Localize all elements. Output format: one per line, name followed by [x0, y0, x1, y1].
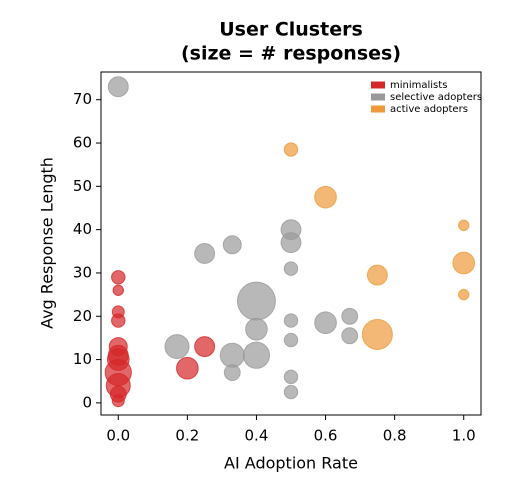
bubble [283, 142, 299, 157]
bubble [223, 364, 241, 381]
bubble [219, 342, 245, 368]
bubble [283, 261, 299, 276]
bubble [361, 318, 393, 350]
bubble [111, 394, 125, 408]
plot-frame [100, 71, 482, 416]
bubble [236, 281, 276, 321]
chart-subtitle: (size = # responses) [181, 43, 401, 65]
legend-swatch [371, 81, 385, 89]
bubble [366, 264, 388, 286]
bubble [176, 356, 199, 380]
bubble [314, 311, 337, 335]
bubble [283, 369, 299, 385]
x-tick-label: 0.2 [175, 427, 199, 445]
y-tick-label: 0 [82, 393, 92, 411]
x-tick-label: 0.8 [383, 427, 407, 445]
legend-swatch [371, 93, 385, 101]
bubble [242, 341, 271, 369]
legend-label: minimalists [390, 80, 447, 91]
bubble [314, 185, 337, 209]
x-axis-label: AI Adoption Rate [224, 454, 358, 473]
y-tick-label: 60 [73, 134, 92, 152]
bubble [111, 313, 126, 328]
bubble [112, 284, 124, 296]
bubble [194, 336, 216, 358]
legend-label: active adopters [390, 104, 468, 115]
bubble [194, 243, 216, 264]
bubble [283, 313, 299, 328]
x-tick-label: 1.0 [452, 427, 476, 445]
legend-label: selective adopters [390, 92, 482, 103]
y-tick-label: 50 [73, 177, 92, 195]
chart-title: User Clusters [219, 19, 363, 41]
legend-swatch [371, 105, 385, 113]
bubble [283, 384, 299, 400]
bubble [280, 232, 302, 254]
bubble [222, 235, 242, 255]
bubble [458, 219, 470, 232]
x-tick-label: 0.4 [245, 427, 269, 445]
bubble [164, 334, 190, 360]
y-axis-label: Avg Response Length [38, 157, 57, 329]
bubble [458, 288, 470, 301]
x-tick-label: 0.6 [314, 427, 338, 445]
bubble [341, 327, 359, 345]
bubble [111, 270, 126, 285]
bubble [283, 332, 299, 348]
y-tick-label: 20 [73, 307, 92, 325]
bubble [341, 307, 359, 325]
y-tick-label: 70 [73, 90, 92, 108]
x-tick-label: 0.0 [106, 427, 130, 445]
y-tick-label: 10 [73, 350, 92, 368]
y-tick-label: 40 [73, 220, 92, 238]
bubble [107, 76, 129, 98]
bubble [245, 317, 268, 341]
y-tick-label: 30 [73, 263, 92, 281]
bubble [452, 251, 476, 275]
